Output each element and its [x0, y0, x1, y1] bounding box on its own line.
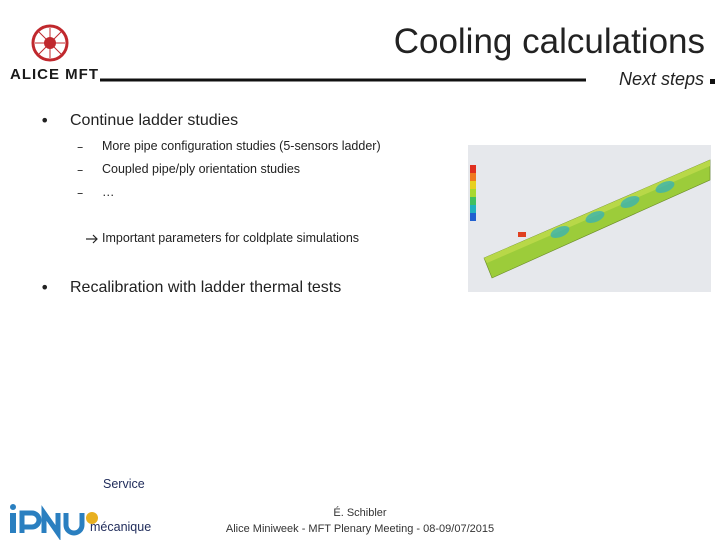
- dash-marker: –: [77, 185, 84, 200]
- sub-bullet: More pipe configuration studies (5-senso…: [102, 139, 381, 153]
- ipn-logo: [10, 504, 98, 540]
- logo-text: ALICE MFT: [10, 66, 99, 83]
- header-square: [710, 79, 715, 84]
- bullet-marker: •: [40, 111, 50, 130]
- bullet: Continue ladder studies: [70, 112, 239, 129]
- slide-title: Cooling calculations: [393, 22, 705, 61]
- sub-bullet: Coupled pipe/ply orientation studies: [102, 162, 301, 176]
- sub-bullet: …: [102, 185, 115, 199]
- service-label: Service: [103, 477, 145, 491]
- simulation-image: [468, 145, 711, 292]
- slide-subtitle: Next steps: [618, 69, 704, 89]
- bullet-marker: •: [40, 278, 50, 297]
- service-label: mécanique: [90, 520, 152, 534]
- dash-marker: –: [77, 162, 84, 177]
- alice-logo: [31, 24, 69, 62]
- footer-author: É. Schibler: [333, 507, 387, 519]
- legend-colors: [470, 165, 476, 221]
- arrow-icon: [86, 234, 98, 244]
- note: Important parameters for coldplate simul…: [102, 231, 360, 245]
- bullet: Recalibration with ladder thermal tests: [70, 279, 342, 296]
- dash-marker: –: [77, 139, 84, 154]
- footer-meeting: Alice Miniweek - MFT Plenary Meeting - 0…: [225, 523, 495, 535]
